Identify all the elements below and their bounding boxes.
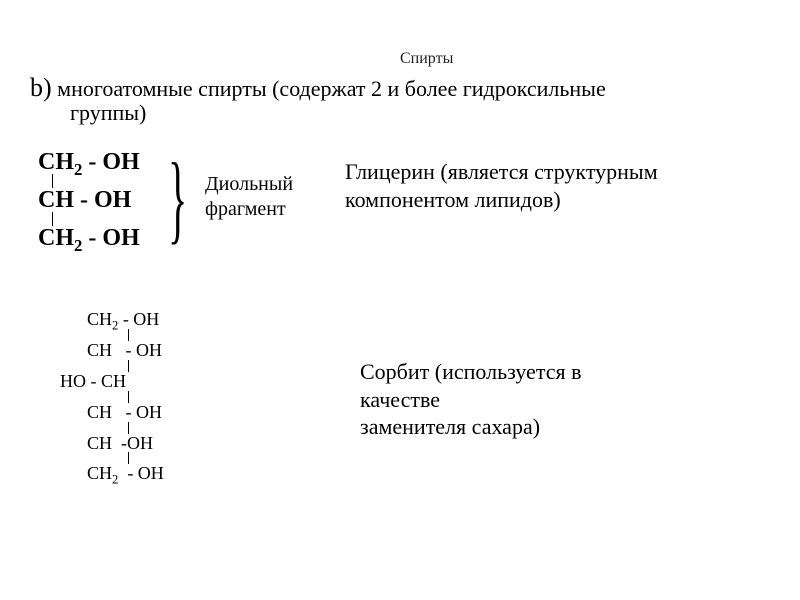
brace-icon: } (168, 148, 187, 248)
bullet-text-1: многоатомные спирты (содержат 2 и более … (52, 76, 606, 101)
sorbitol-line-5: CH -OH (60, 434, 164, 453)
formula-text: - OH (82, 149, 139, 175)
slide-title: Спирты (400, 50, 453, 68)
label-line: фрагмент (205, 197, 293, 222)
formula-text: - OH (118, 463, 164, 483)
bullet-line-2: группы) (70, 100, 146, 126)
formula-text: - OH (82, 225, 139, 251)
sorbitol-line-6: CH2 - OH (60, 464, 164, 483)
sorbitol-line-1: CH2 - OH (60, 310, 164, 329)
label-line: заменителя сахара) (360, 413, 760, 441)
bullet-letter: b) (30, 73, 52, 102)
label-line: Глицерин (является структурным (345, 158, 765, 186)
glycerin-description: Глицерин (является структурным компонент… (345, 158, 765, 213)
slide: Спирты b) многоатомные спирты (содержат … (0, 0, 800, 600)
bond-icon (52, 212, 140, 226)
sorbitol-description: Сорбит (используется в качестве замените… (360, 358, 760, 441)
sorbitol-line-3: HO - CH (60, 372, 164, 391)
label-line: Диольный (205, 172, 293, 197)
sorbitol-formula: CH2 - OH CH - OH HO - CH CH - OH CH -OH … (60, 310, 164, 483)
formula-text: CH (38, 225, 74, 251)
label-line: компонентом липидов) (345, 186, 765, 214)
glycerol-line-2: CH - OH (38, 188, 140, 212)
glycerol-formula: CH2 - OH CH - OH CH2 - OH (38, 150, 140, 250)
formula-text: CH (60, 309, 112, 329)
label-line: качестве (360, 386, 760, 414)
formula-text: - OH (118, 309, 159, 329)
bond-icon (128, 360, 164, 372)
sorbitol-line-2: CH - OH (60, 341, 164, 360)
bond-icon (52, 174, 140, 188)
glycerol-line-3: CH2 - OH (38, 226, 140, 250)
bond-icon (128, 422, 164, 434)
formula-text: CH (38, 149, 74, 175)
label-line: Сорбит (используется в (360, 358, 760, 386)
bond-icon (128, 391, 164, 403)
formula-text: CH (60, 463, 112, 483)
glycerol-line-1: CH2 - OH (38, 150, 140, 174)
sorbitol-line-4: CH - OH (60, 403, 164, 422)
diol-fragment-label: Диольный фрагмент (205, 172, 293, 222)
